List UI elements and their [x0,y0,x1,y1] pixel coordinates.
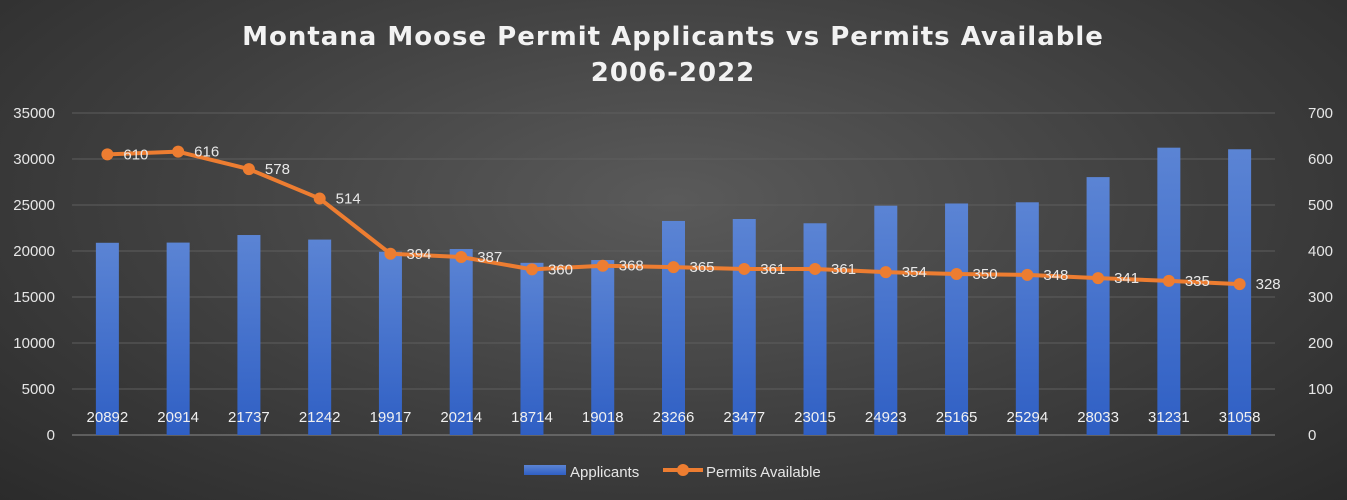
y-left-tick-label: 5000 [22,381,55,398]
bar-applicants [166,242,190,435]
y-right-tick-label: 300 [1308,289,1333,306]
y-left-tick-label: 10000 [13,335,55,352]
bar-data-label: 28033 [1077,409,1119,426]
permits-point [596,259,609,272]
y-left-tick-label: 30000 [13,151,55,168]
bar-applicants [662,220,685,435]
bar-applicants [308,239,332,435]
bar-data-label: 31058 [1219,409,1261,426]
bar-data-label: 20892 [87,409,129,426]
bar-data-label: 21242 [299,409,341,426]
legend: Applicants Permits Available [524,464,821,481]
bar-applicants [591,260,615,435]
bar-applicants [1086,177,1110,435]
bar-applicants [732,219,756,435]
permits-point [1162,274,1175,287]
line-data-label: 368 [619,258,644,275]
bar-data-label: 20914 [157,409,199,426]
permits-point [667,261,680,274]
bar-applicants [1157,147,1181,435]
line-data-label: 348 [1043,267,1068,284]
permits-point [809,262,822,275]
bar-applicants [520,262,544,435]
line-data-label: 360 [548,261,573,278]
line-data-label: 341 [1114,270,1139,287]
bar-data-label: 31231 [1148,409,1190,426]
y-left-tick-label: 25000 [13,197,55,214]
y-right-tick-label: 500 [1308,197,1333,214]
line-data-label: 394 [406,246,431,263]
permits-point [1092,272,1105,285]
line-data-label: 354 [902,264,927,281]
y-left-tick-label: 20000 [13,243,55,260]
line-data-label: 578 [265,161,290,178]
bar-applicants [449,249,473,435]
line-data-label: 350 [973,266,998,283]
permits-point [172,145,185,158]
bar-applicants [95,242,119,435]
line-data-label: 387 [477,249,502,266]
bar-applicants [945,203,969,435]
bar-data-label: 25294 [1006,409,1048,426]
bar-data-label: 25165 [936,409,978,426]
chart-title: Montana Moose Permit Applicants vs Permi… [242,22,1104,52]
y-right-tick-label: 0 [1308,427,1316,444]
permits-point [1021,268,1034,281]
data-labels: 20892 20914 21737 21242 19917 20214 18714 19018… [87,144,1281,426]
permits-point [879,266,892,279]
y-right-tick-label: 400 [1308,243,1333,260]
line-data-label: 616 [194,144,219,161]
y-right-tick-label: 100 [1308,381,1333,398]
legend-label-permits: Permits Available [706,464,821,481]
bar-data-label: 18714 [511,409,553,426]
bar-applicants [237,235,261,435]
permits-point [525,263,538,276]
legend-swatch-permits-marker [677,464,689,476]
permits-point [242,163,255,176]
bar-series-applicants [95,147,1252,435]
line-data-label: 361 [760,261,785,278]
bar-data-label: 20214 [440,409,482,426]
permits-point [738,262,751,275]
axes: 0 5000 10000 15000 20000 25000 30000 35000 0 100 2… [13,105,1333,444]
bar-applicants [1015,202,1039,435]
permits-point [313,192,326,205]
line-data-label: 514 [336,191,361,208]
bar-applicants [1228,149,1252,435]
permits-point [384,247,397,260]
chart-subtitle: 2006-2022 [591,58,756,88]
bar-applicants [803,223,827,435]
bar-data-label: 23015 [794,409,836,426]
legend-label-applicants: Applicants [570,464,639,481]
y-right-tick-label: 200 [1308,335,1333,352]
line-series-permits [101,145,1246,291]
y-right-tick-label: 600 [1308,151,1333,168]
bar-data-label: 19917 [370,409,412,426]
bar-data-label: 23266 [653,409,695,426]
line-data-label: 361 [831,261,856,278]
line-data-label: 328 [1256,276,1281,293]
permits-point [1233,278,1246,291]
y-left-tick-label: 35000 [13,105,55,122]
y-left-tick-label: 0 [47,427,55,444]
bar-data-label: 19018 [582,409,624,426]
bar-applicants [378,251,402,435]
bar-data-label: 24923 [865,409,907,426]
permits-point [101,148,114,161]
bar-data-label: 21737 [228,409,270,426]
y-left-tick-label: 15000 [13,289,55,306]
legend-swatch-applicants [524,465,566,475]
line-data-label: 610 [123,146,148,163]
line-data-label: 335 [1185,273,1210,290]
y-right-tick-label: 700 [1308,105,1333,122]
permits-point [950,268,963,280]
bar-applicants [874,205,898,435]
line-data-label: 365 [690,259,715,276]
permits-point [455,250,468,263]
bar-data-label: 23477 [723,409,765,426]
